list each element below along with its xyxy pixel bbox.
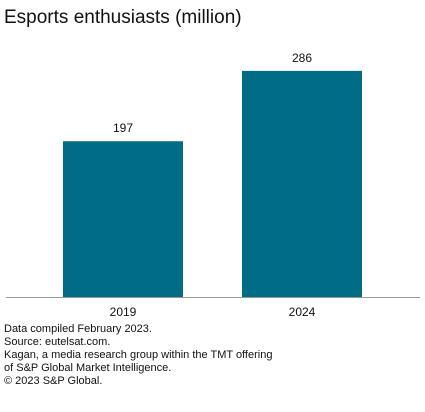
chart-title: Esports enthusiasts (million)	[4, 7, 242, 28]
data-label-2024: 286	[292, 51, 312, 65]
x-tick-label-2019: 2019	[110, 305, 137, 319]
data-label-2019: 197	[113, 121, 133, 135]
bar-2024	[242, 70, 362, 297]
footnotes: Data compiled February 2023. Source: eut…	[4, 323, 272, 388]
footnote-date: Data compiled February 2023.	[4, 323, 152, 335]
x-tick-label-2024: 2024	[289, 305, 316, 319]
bar-2019	[63, 141, 183, 297]
footnote-spglobal: of S&P Global Market Intelligence.	[4, 362, 172, 374]
footnote-kagan: Kagan, a media research group within the…	[4, 349, 273, 361]
footnote-source: Source: eutelsat.com.	[4, 336, 111, 348]
footnote-copyright: © 2023 S&P Global.	[4, 375, 103, 387]
